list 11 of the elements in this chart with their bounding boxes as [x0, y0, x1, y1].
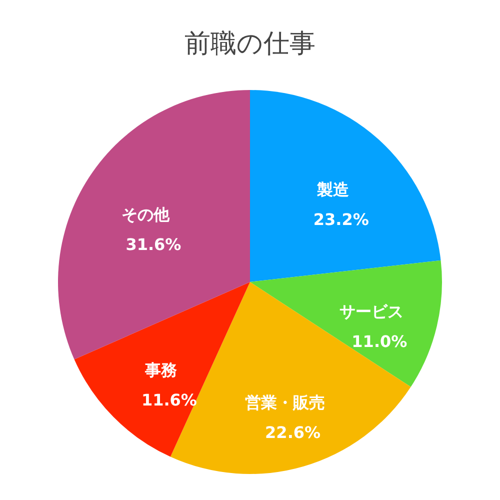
chart-title: 前職の仕事	[184, 29, 316, 59]
slice-label: 製造	[316, 180, 350, 199]
data-label: 11.6%	[141, 390, 197, 410]
slice-label: 営業・販売	[244, 392, 325, 412]
data-label: 31.6%	[126, 234, 182, 254]
data-label: 11.0%	[352, 332, 408, 351]
slice-label: その他	[121, 204, 170, 224]
slice-label: サービス	[339, 302, 404, 321]
data-label: 23.2%	[313, 210, 369, 229]
data-label: 22.6%	[265, 422, 321, 442]
slice-label: 事務	[144, 360, 178, 380]
